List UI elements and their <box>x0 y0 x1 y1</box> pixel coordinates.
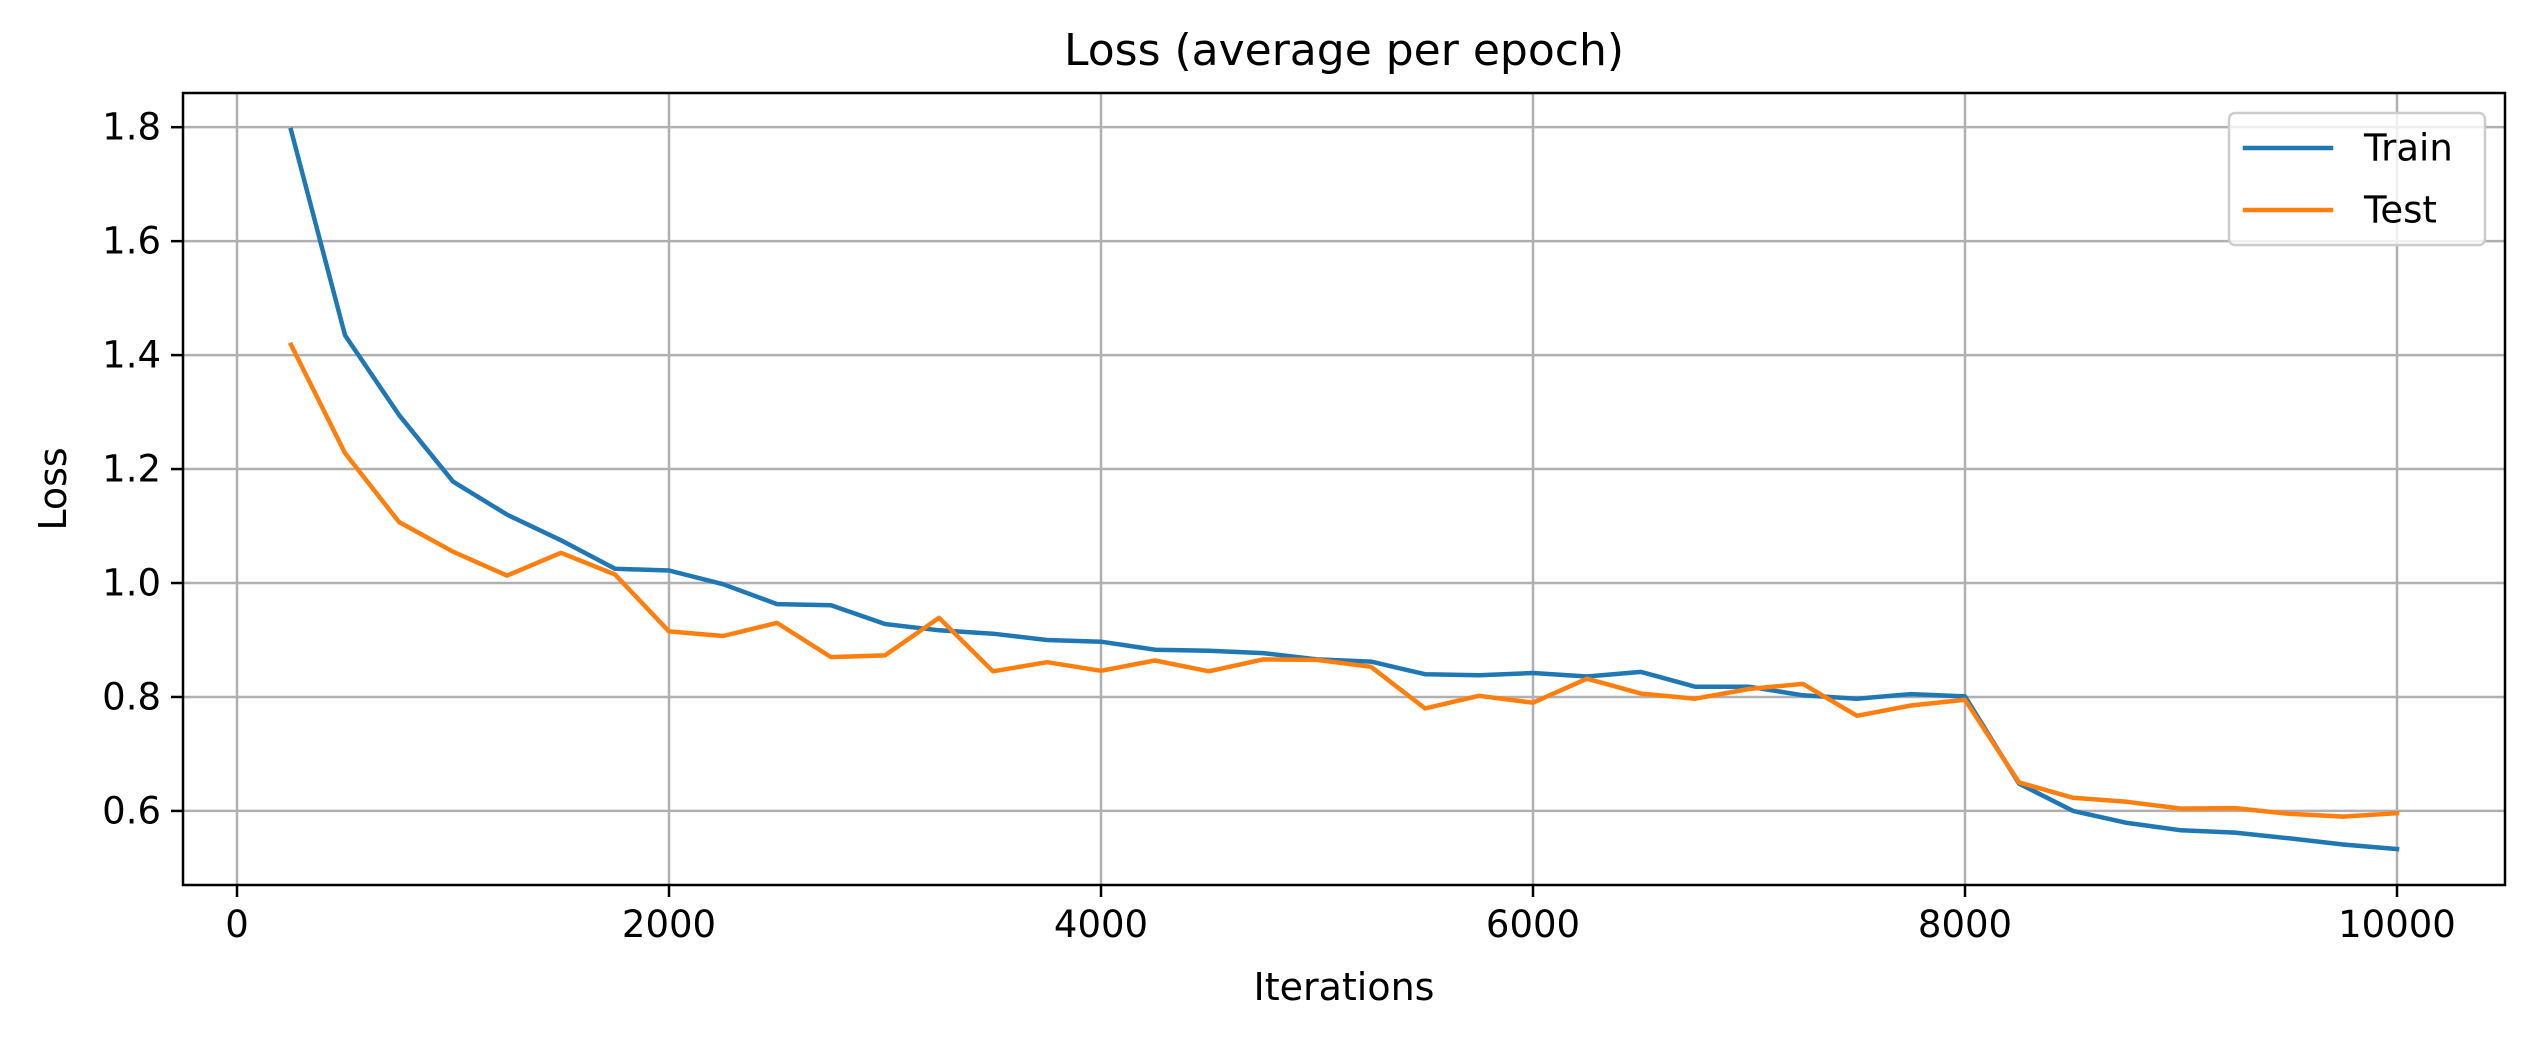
y-axis-label: Loss <box>31 447 75 530</box>
chart-title: Loss (average per epoch) <box>1064 25 1624 76</box>
series-line-train <box>288 127 2400 852</box>
y-tick-label: 1.0 <box>102 562 161 605</box>
legend-label-train: Train <box>2363 127 2453 170</box>
y-tick-label: 1.6 <box>102 220 161 263</box>
x-axis-label: Iterations <box>1254 965 1435 1009</box>
legend: Train Test <box>2227 111 2487 247</box>
series-line-test <box>287 341 2400 819</box>
x-tick-label: 0 <box>225 903 249 946</box>
series-layer <box>287 127 2400 852</box>
x-tick-label: 4000 <box>1054 903 1148 946</box>
x-tick-label: 8000 <box>1918 903 2012 946</box>
x-tick-label: 10000 <box>2338 903 2456 946</box>
y-tick-label: 1.8 <box>102 106 161 149</box>
x-tick-label: 2000 <box>622 903 716 946</box>
x-tick-label: 6000 <box>1486 903 1580 946</box>
legend-label-test: Test <box>2363 189 2437 232</box>
y-axis-ticks: 0.6 0.8 1.0 1.2 1.4 1.6 1.8 <box>102 106 183 832</box>
y-tick-label: 0.6 <box>102 789 161 832</box>
grid <box>183 93 2505 885</box>
y-tick-label: 1.4 <box>102 334 161 377</box>
x-axis-ticks: 0 2000 4000 6000 8000 10000 <box>225 885 2456 946</box>
plot-frame <box>181 91 2507 887</box>
y-tick-label: 0.8 <box>102 675 161 718</box>
y-tick-label: 1.2 <box>102 448 161 491</box>
